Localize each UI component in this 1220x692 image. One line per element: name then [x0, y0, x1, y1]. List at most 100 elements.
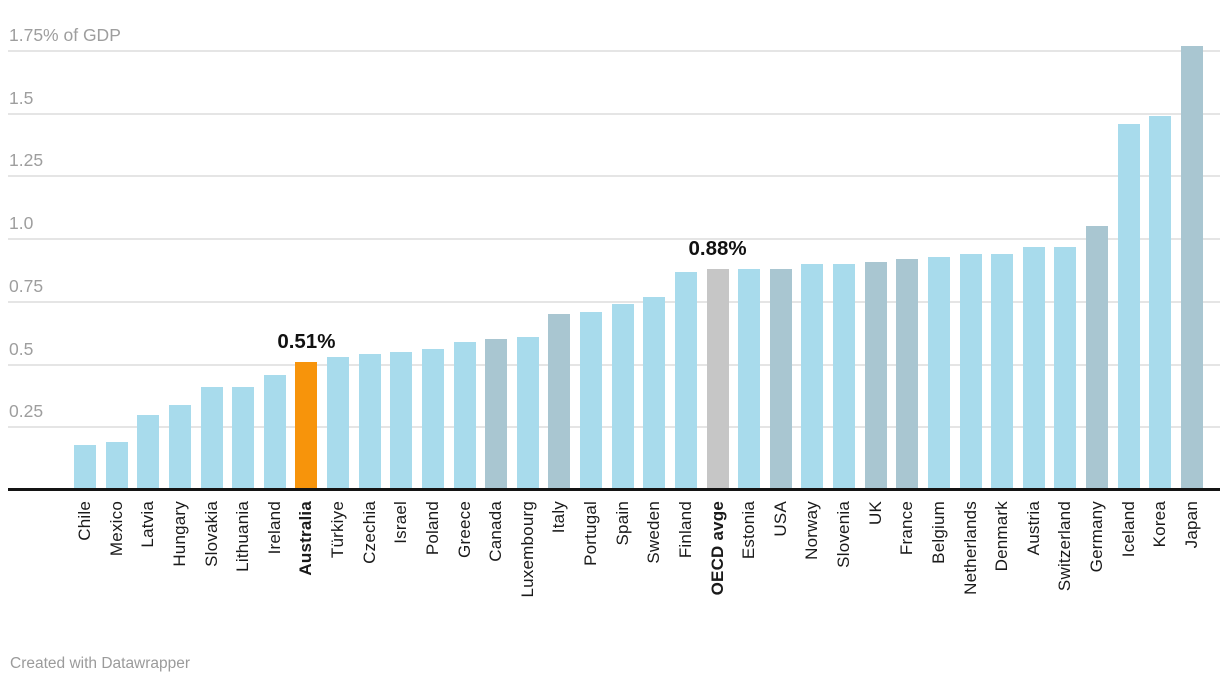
x-label-israel: Israel — [386, 501, 416, 637]
bar-slovakia — [200, 387, 223, 489]
x-label-text-sweden: Sweden — [644, 501, 664, 564]
y-tick-label-1-25: 1.25 — [9, 150, 44, 171]
bar-norway — [801, 264, 824, 489]
bar-israel — [390, 351, 413, 489]
x-label-text-australia: Australia — [296, 501, 316, 576]
bar-belgium — [927, 256, 950, 489]
x-label-text-netherlands: Netherlands — [960, 501, 980, 595]
x-label-text-latvia: Latvia — [138, 501, 158, 548]
y-tick-label-0-75: 0.75 — [9, 275, 44, 296]
x-label-text-estonia: Estonia — [739, 501, 759, 560]
datawrapper-credit[interactable]: Created with Datawrapper — [10, 655, 191, 672]
gridline-0-75 — [8, 300, 1220, 303]
x-label-czechia: Czechia — [355, 501, 385, 637]
x-label-text-greece: Greece — [454, 501, 474, 558]
x-label-text-switzerland: Switzerland — [1055, 501, 1075, 592]
x-label-text-portugal: Portugal — [581, 501, 601, 566]
x-label-text-poland: Poland — [422, 501, 442, 556]
y-tick-label-0-5: 0.5 — [9, 338, 34, 359]
bar-estonia — [738, 269, 761, 489]
x-label-portugal: Portugal — [576, 501, 606, 637]
x-label-text-oecd-avge: OECD avge — [707, 501, 727, 596]
bar-slovenia — [833, 264, 856, 489]
x-label-text-mexico: Mexico — [106, 501, 126, 557]
x-axis-baseline — [8, 488, 1220, 491]
x-label-austria: Austria — [1019, 501, 1049, 637]
gridline-1-5 — [8, 112, 1220, 115]
x-label-text-ireland: Ireland — [264, 501, 284, 555]
x-label-poland: Poland — [418, 501, 448, 637]
x-label-netherlands: Netherlands — [956, 501, 986, 637]
x-label-australia: Australia — [291, 501, 321, 637]
bar-canada — [485, 339, 508, 489]
bar-iceland — [1117, 123, 1140, 489]
bar-czechia — [358, 354, 381, 489]
bar-japan — [1180, 45, 1203, 489]
x-label-text-t-rkiye: Türkiye — [328, 501, 348, 559]
gridline-1-0 — [8, 238, 1220, 240]
bar-ireland — [263, 374, 286, 489]
x-label-text-iceland: Iceland — [1118, 501, 1138, 558]
x-label-denmark: Denmark — [987, 501, 1017, 637]
x-label-text-uk: UK — [865, 501, 885, 526]
x-label-finland: Finland — [671, 501, 701, 637]
gridline-1-75-of-gdp — [8, 49, 1220, 52]
x-label-greece: Greece — [450, 501, 480, 637]
x-label-text-usa: USA — [770, 501, 790, 537]
x-label-text-norway: Norway — [802, 501, 822, 560]
x-label-luxembourg: Luxembourg — [513, 501, 543, 637]
y-tick-label-1-75-of-gdp: 1.75% of GDP — [9, 24, 121, 45]
bar-uk — [864, 261, 887, 489]
bar-lithuania — [232, 387, 255, 489]
x-label-text-korea: Korea — [1150, 501, 1170, 548]
x-label-estonia: Estonia — [734, 501, 764, 637]
x-label-text-hungary: Hungary — [169, 501, 189, 567]
bar-finland — [674, 271, 697, 489]
x-label-text-japan: Japan — [1181, 501, 1201, 549]
bar-australia — [295, 361, 318, 489]
x-label-text-canada: Canada — [486, 501, 506, 562]
x-label-slovenia: Slovenia — [829, 501, 859, 637]
x-label-text-finland: Finland — [675, 501, 695, 559]
gridline-1-25 — [8, 175, 1220, 178]
bar-oecd-avge — [706, 269, 729, 489]
x-label-norway: Norway — [797, 501, 827, 637]
x-label-text-luxembourg: Luxembourg — [517, 501, 537, 598]
annotation-oecd-avge: 0.88% — [688, 237, 747, 261]
x-label-germany: Germany — [1082, 501, 1112, 637]
bar-greece — [453, 341, 476, 489]
x-label-text-slovakia: Slovakia — [201, 501, 221, 567]
bar-usa — [769, 269, 792, 489]
x-label-canada: Canada — [481, 501, 511, 637]
bar-france — [896, 259, 919, 489]
bar-latvia — [137, 414, 160, 489]
x-label-text-lithuania: Lithuania — [233, 501, 253, 572]
x-label-slovakia: Slovakia — [197, 501, 227, 637]
annotation-australia: 0.51% — [277, 329, 336, 353]
x-label-text-belgium: Belgium — [928, 501, 948, 564]
x-label-lithuania: Lithuania — [228, 501, 258, 637]
x-label-text-israel: Israel — [391, 501, 411, 544]
x-label-text-germany: Germany — [1087, 501, 1107, 573]
x-label-oecd-avge: OECD avge — [703, 501, 733, 637]
bar-chile — [74, 444, 96, 489]
x-label-text-slovenia: Slovenia — [834, 501, 854, 568]
x-label-latvia: Latvia — [133, 501, 163, 637]
bar-switzerland — [1054, 246, 1077, 489]
x-label-chile: Chile — [70, 501, 100, 637]
y-tick-label-0-25: 0.25 — [9, 401, 44, 422]
x-label-hungary: Hungary — [165, 501, 195, 637]
y-tick-label-1-0: 1.0 — [9, 213, 34, 233]
x-label-usa: USA — [766, 501, 796, 637]
bar-mexico — [105, 442, 128, 489]
x-label-text-france: France — [897, 501, 917, 556]
x-label-text-denmark: Denmark — [992, 501, 1012, 572]
bar-poland — [421, 349, 444, 489]
x-label-japan: Japan — [1177, 501, 1207, 637]
x-label-italy: Italy — [544, 501, 574, 637]
bar-spain — [611, 304, 634, 489]
bar-sweden — [643, 296, 666, 489]
x-label-iceland: Iceland — [1114, 501, 1144, 637]
bar-netherlands — [959, 254, 982, 489]
